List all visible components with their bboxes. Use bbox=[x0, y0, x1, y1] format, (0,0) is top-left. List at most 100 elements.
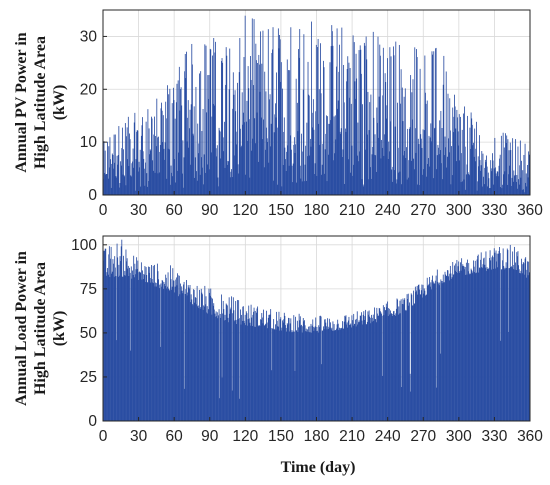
bar bbox=[422, 297, 423, 421]
bar bbox=[489, 188, 490, 195]
bar bbox=[366, 321, 368, 421]
bar bbox=[309, 326, 311, 421]
bar bbox=[368, 179, 369, 195]
bar bbox=[257, 306, 259, 421]
bar bbox=[411, 119, 413, 195]
bar bbox=[124, 270, 126, 421]
bar bbox=[169, 290, 171, 421]
bar bbox=[172, 176, 174, 195]
bar bbox=[238, 72, 240, 195]
bar bbox=[344, 128, 346, 195]
bar bbox=[298, 57, 300, 196]
bar bbox=[202, 294, 203, 421]
bar bbox=[213, 105, 215, 195]
bar bbox=[462, 265, 464, 421]
bar bbox=[480, 252, 482, 421]
bar bbox=[312, 326, 314, 421]
bar bbox=[110, 159, 111, 195]
bar bbox=[451, 277, 453, 421]
bar bbox=[300, 178, 302, 195]
bar bbox=[473, 142, 474, 195]
bar bbox=[344, 316, 346, 421]
bar bbox=[321, 174, 323, 195]
bar bbox=[224, 167, 226, 195]
bar bbox=[370, 323, 372, 421]
bar bbox=[196, 180, 198, 195]
bar bbox=[280, 62, 282, 195]
bar bbox=[205, 45, 207, 195]
bar bbox=[113, 168, 114, 195]
bar bbox=[322, 143, 324, 195]
bar bbox=[417, 138, 419, 195]
bar bbox=[372, 317, 374, 421]
bar bbox=[178, 152, 180, 195]
bar bbox=[282, 320, 283, 421]
bar bbox=[289, 135, 291, 195]
bar bbox=[123, 149, 124, 195]
bar bbox=[477, 255, 479, 421]
bar bbox=[448, 276, 449, 421]
x-tick-label: 90 bbox=[201, 428, 219, 445]
bar bbox=[148, 266, 149, 421]
bar bbox=[125, 249, 127, 421]
bar bbox=[436, 155, 438, 195]
bar bbox=[448, 152, 450, 195]
bar bbox=[449, 130, 451, 195]
bar bbox=[397, 314, 399, 421]
bar bbox=[315, 44, 317, 195]
bar bbox=[130, 350, 132, 421]
bar bbox=[223, 121, 225, 195]
bar bbox=[121, 148, 123, 195]
bar bbox=[461, 153, 463, 195]
bar bbox=[266, 138, 268, 195]
bar bbox=[283, 131, 285, 195]
bar bbox=[273, 329, 275, 421]
bar bbox=[193, 289, 195, 421]
bar bbox=[375, 322, 377, 421]
bar bbox=[260, 117, 262, 195]
bar bbox=[445, 274, 447, 421]
bar bbox=[250, 79, 252, 195]
bar bbox=[285, 171, 287, 195]
bar bbox=[340, 128, 342, 195]
bar bbox=[366, 134, 368, 195]
bar bbox=[273, 319, 275, 421]
bar bbox=[388, 141, 390, 195]
bar bbox=[178, 275, 180, 421]
bar bbox=[110, 246, 112, 421]
bar bbox=[465, 262, 467, 421]
bar bbox=[254, 310, 256, 421]
bar bbox=[253, 311, 254, 421]
bar bbox=[378, 96, 380, 195]
bar bbox=[115, 276, 117, 421]
x-tick-label: 360 bbox=[517, 202, 543, 219]
bar bbox=[389, 314, 391, 421]
bar bbox=[254, 143, 256, 195]
bar bbox=[400, 313, 401, 421]
bar bbox=[525, 182, 527, 195]
bar bbox=[276, 72, 278, 195]
bar bbox=[240, 309, 241, 421]
bar bbox=[509, 244, 511, 421]
bar bbox=[416, 290, 417, 421]
bar bbox=[232, 297, 234, 421]
bar bbox=[512, 265, 514, 421]
x-tick-label: 330 bbox=[481, 202, 507, 219]
bar bbox=[418, 144, 420, 195]
bar bbox=[286, 323, 288, 421]
bar bbox=[452, 107, 454, 195]
bar bbox=[172, 268, 174, 421]
bar bbox=[325, 322, 327, 421]
bar bbox=[251, 18, 253, 196]
bar bbox=[287, 324, 289, 421]
bar bbox=[484, 159, 486, 195]
bar bbox=[467, 271, 469, 421]
bar bbox=[374, 134, 376, 195]
bar bbox=[312, 99, 314, 195]
bar bbox=[411, 92, 413, 195]
x-tick-label: 180 bbox=[304, 428, 330, 445]
bar bbox=[240, 324, 242, 421]
bar bbox=[519, 140, 521, 195]
bar bbox=[405, 158, 407, 195]
bar bbox=[441, 163, 442, 195]
